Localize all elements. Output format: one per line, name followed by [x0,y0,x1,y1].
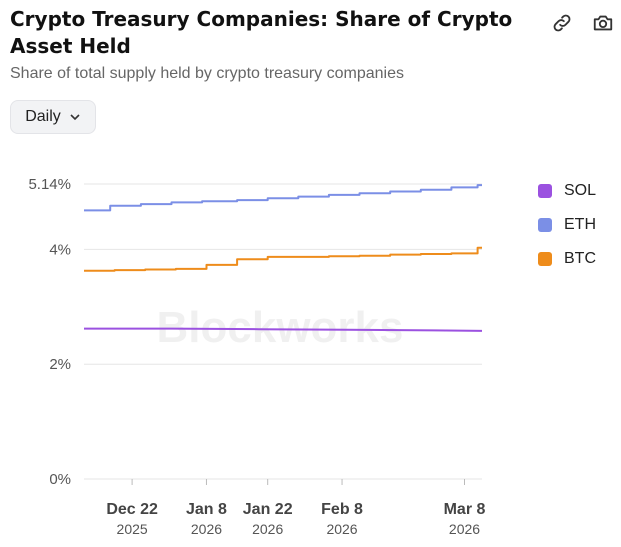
legend-item-btc[interactable]: BTC [538,242,596,276]
x-tick-sublabel: 2026 [449,521,480,537]
x-tick-sublabel: 2026 [252,521,283,537]
legend: SOL ETH BTC [538,174,596,276]
legend-item-eth[interactable]: ETH [538,208,596,242]
legend-swatch [538,218,552,232]
legend-label: ETH [564,216,596,233]
series-line-sol[interactable] [84,327,483,332]
y-tick-label: 2% [49,356,71,373]
period-dropdown-label: Daily [25,108,61,125]
x-tick-sublabel: 2025 [117,521,148,537]
series-line-eth[interactable] [84,184,482,212]
page-title: Crypto Treasury Companies: Share of Cryp… [10,7,513,58]
chevron-down-icon [70,114,80,121]
x-tick-label: Jan 8 [186,501,227,518]
legend-label: SOL [564,182,597,199]
x-tick-label: Jan 22 [243,501,293,518]
y-tick-label: 4% [49,241,71,258]
period-dropdown[interactable]: Daily [10,100,96,134]
camera-icon[interactable] [590,10,616,36]
x-tick-label: Feb 8 [321,501,363,518]
x-tick-sublabel: 2026 [326,521,357,537]
legend-label: BTC [564,250,596,267]
chart-subtitle: Share of total supply held by crypto tre… [10,65,404,82]
x-tick-label: Dec 22 [106,501,158,518]
legend-swatch [538,184,552,198]
x-tick-sublabel: 2026 [191,521,222,537]
legend-item-sol[interactable]: SOL [538,174,596,208]
link-icon[interactable] [549,10,575,36]
legend-swatch [538,252,552,266]
y-tick-label: 0% [49,471,71,488]
x-tick-label: Mar 8 [444,501,486,518]
watermark: Blockworks [157,303,404,352]
series-line-btc[interactable] [84,246,482,272]
y-tick-label: 5.14% [28,176,71,193]
